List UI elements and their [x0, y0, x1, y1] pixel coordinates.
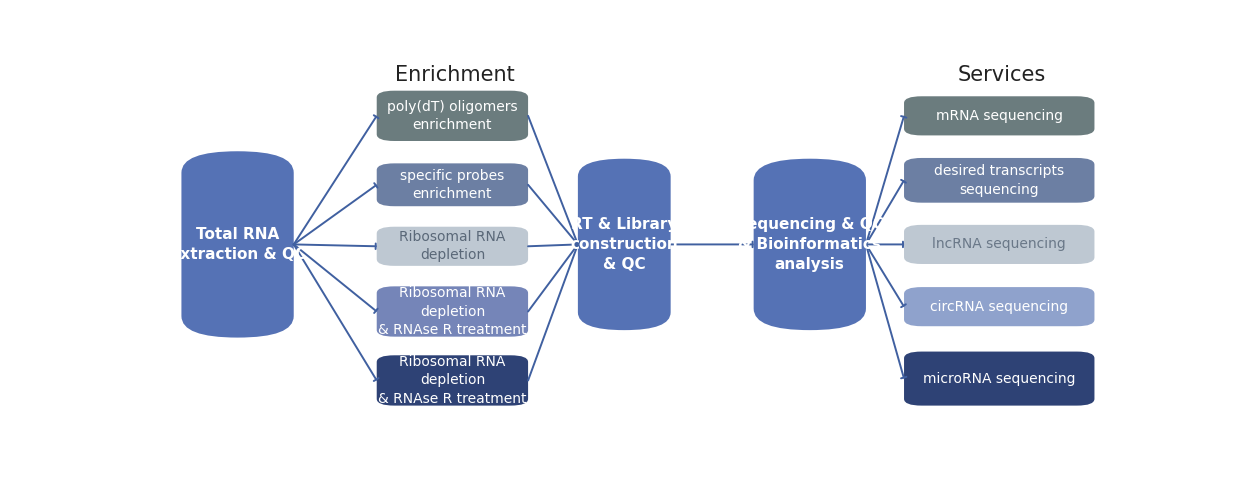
FancyBboxPatch shape [377, 164, 528, 206]
FancyBboxPatch shape [377, 287, 528, 337]
FancyBboxPatch shape [377, 227, 528, 266]
Text: poly(dT) oligomers
enrichment: poly(dT) oligomers enrichment [387, 100, 518, 132]
Text: Ribosomal RNA
depletion
& RNAse R treatment: Ribosomal RNA depletion & RNAse R treatm… [378, 355, 527, 406]
Text: desired transcripts
sequencing: desired transcripts sequencing [934, 164, 1065, 197]
Text: microRNA sequencing: microRNA sequencing [924, 372, 1076, 386]
FancyBboxPatch shape [753, 159, 866, 330]
Text: Sequencing & QC
& Bioinformatics
analysis: Sequencing & QC & Bioinformatics analysi… [736, 217, 883, 272]
Text: Enrichment: Enrichment [396, 65, 515, 85]
FancyBboxPatch shape [903, 351, 1095, 406]
Text: specific probes
enrichment: specific probes enrichment [401, 168, 504, 201]
FancyBboxPatch shape [181, 151, 294, 338]
Text: lncRNA sequencing: lncRNA sequencing [932, 238, 1066, 251]
Text: RT & Library
construction
& QC: RT & Library construction & QC [571, 217, 678, 272]
Text: mRNA sequencing: mRNA sequencing [936, 109, 1062, 123]
FancyBboxPatch shape [903, 158, 1095, 203]
Text: Total RNA
extraction & QC: Total RNA extraction & QC [170, 227, 306, 262]
Text: Ribosomal RNA
depletion: Ribosomal RNA depletion [399, 230, 505, 262]
FancyBboxPatch shape [377, 91, 528, 141]
Text: circRNA sequencing: circRNA sequencing [930, 300, 1068, 314]
FancyBboxPatch shape [377, 355, 528, 406]
FancyBboxPatch shape [903, 96, 1095, 136]
FancyBboxPatch shape [903, 225, 1095, 264]
FancyBboxPatch shape [578, 159, 670, 330]
FancyBboxPatch shape [903, 287, 1095, 326]
Text: Services: Services [958, 65, 1046, 85]
Text: Ribosomal RNA
depletion
& RNAse R treatment: Ribosomal RNA depletion & RNAse R treatm… [378, 286, 527, 337]
